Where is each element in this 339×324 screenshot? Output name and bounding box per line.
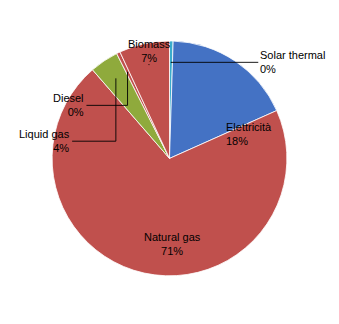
svg-text:Biomass7%: Biomass7% (128, 38, 171, 64)
svg-text:Liquid gas4%: Liquid gas4% (19, 128, 70, 154)
svg-text:Solar thermal0%: Solar thermal0% (260, 49, 325, 75)
svg-text:Elettricità18%: Elettricità18% (226, 121, 272, 147)
svg-text:Diesel0%: Diesel0% (53, 92, 84, 118)
svg-text:Natural gas71%: Natural gas71% (144, 231, 201, 257)
